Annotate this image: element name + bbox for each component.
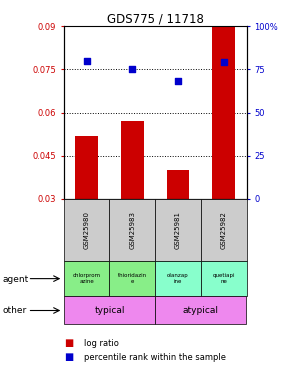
- Bar: [155, 261, 201, 296]
- Bar: [201, 199, 246, 261]
- Bar: [155, 199, 201, 261]
- Text: thioridazin
e: thioridazin e: [118, 273, 147, 284]
- Title: GDS775 / 11718: GDS775 / 11718: [107, 12, 204, 25]
- Text: other: other: [3, 306, 27, 315]
- Text: ■: ■: [64, 338, 73, 348]
- Text: quetiapi
ne: quetiapi ne: [212, 273, 235, 284]
- Bar: [64, 261, 110, 296]
- Point: [221, 60, 226, 66]
- Bar: [75, 135, 98, 199]
- Text: typical: typical: [94, 306, 125, 315]
- Bar: [155, 296, 246, 324]
- Bar: [64, 199, 110, 261]
- Text: GSM25983: GSM25983: [129, 211, 135, 249]
- Bar: [110, 199, 155, 261]
- Bar: [121, 121, 144, 199]
- Bar: [166, 170, 189, 199]
- Point: [130, 66, 135, 72]
- Text: chlorprom
azine: chlorprom azine: [72, 273, 101, 284]
- Bar: [110, 261, 155, 296]
- Text: percentile rank within the sample: percentile rank within the sample: [84, 352, 226, 362]
- Point: [176, 78, 180, 84]
- Point: [84, 58, 89, 64]
- Text: olanzap
ine: olanzap ine: [167, 273, 189, 284]
- Text: GSM25981: GSM25981: [175, 211, 181, 249]
- Text: agent: agent: [3, 275, 29, 284]
- Text: GSM25980: GSM25980: [84, 211, 90, 249]
- Text: log ratio: log ratio: [84, 339, 119, 348]
- Text: atypical: atypical: [183, 306, 219, 315]
- Text: GSM25982: GSM25982: [221, 211, 227, 249]
- Bar: [212, 26, 235, 199]
- Bar: [64, 296, 155, 324]
- Text: ■: ■: [64, 352, 73, 362]
- Bar: [201, 261, 246, 296]
